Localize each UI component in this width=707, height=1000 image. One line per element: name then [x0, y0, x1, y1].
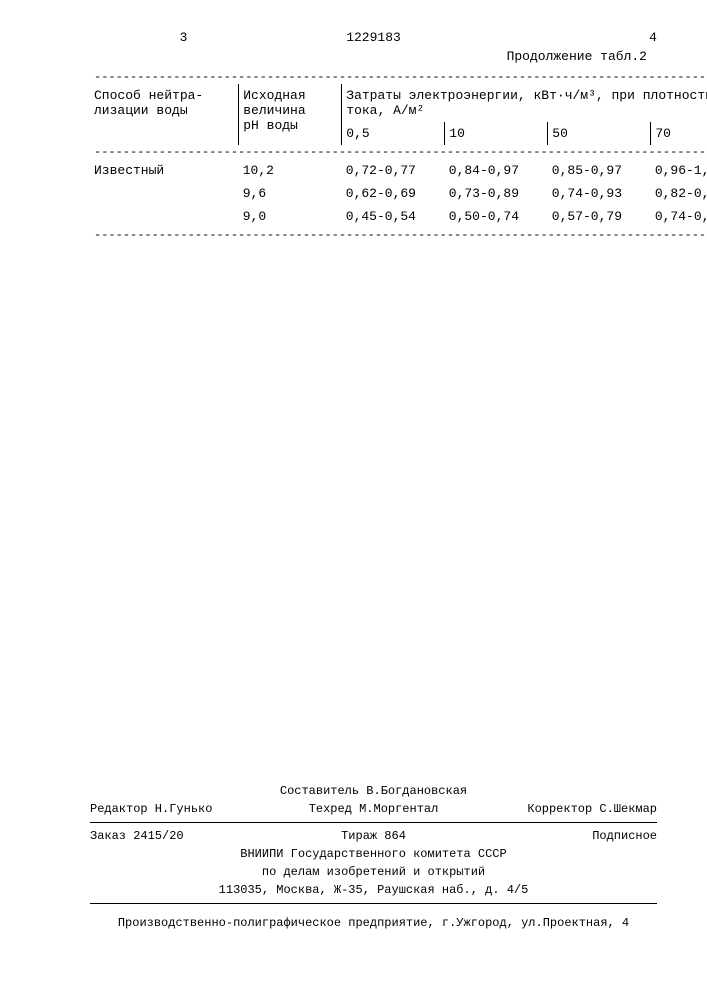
- table-caption: Продолжение табл.2: [90, 49, 657, 64]
- cell-method: [90, 182, 239, 205]
- print-line: Производственно-полиграфическое предприя…: [90, 916, 657, 930]
- document-page: 3 1229183 4 Продолжение табл.2 ---------…: [0, 0, 707, 1000]
- col-ph-header: Исходная величина рН воды: [239, 84, 342, 145]
- corrector-line: Корректор С.Шекмар: [507, 802, 657, 816]
- cell-v3: 0,96-1,04: [651, 159, 707, 182]
- sub-0: 0,5: [342, 122, 445, 145]
- addr-line: 113035, Москва, Ж-35, Раушская наб., д. …: [90, 883, 657, 897]
- cell-v1: 0,84-0,97: [445, 159, 548, 182]
- cell-method: Известный: [90, 159, 239, 182]
- cell-v0: 0,62-0,69: [342, 182, 445, 205]
- order-line: Заказ 2415/20: [90, 829, 240, 843]
- footer-rule2: [90, 903, 657, 904]
- page-header: 3 1229183 4: [90, 30, 657, 45]
- sub-2: 50: [548, 122, 651, 145]
- cell-v2: 0,57-0,79: [548, 205, 651, 228]
- cell-method: [90, 205, 239, 228]
- sub-3: 70: [651, 122, 707, 145]
- org2-line: по делам изобретений и открытий: [90, 865, 657, 879]
- col-method-header: Способ нейтра- лизации воды: [90, 84, 239, 145]
- org1-line: ВНИИПИ Государственного комитета СССР: [90, 847, 657, 861]
- cell-v1: 0,50-0,74: [445, 205, 548, 228]
- cell-v0: 0,45-0,54: [342, 205, 445, 228]
- tech-line: Техред М.Моргентал: [240, 802, 507, 816]
- cell-v3: 0,74-0,78: [651, 205, 707, 228]
- cell-v2: 0,74-0,93: [548, 182, 651, 205]
- editor-line: Редактор Н.Гунько: [90, 802, 240, 816]
- page-num-right: 4: [470, 30, 657, 45]
- cell-v3: 0,82-0,97: [651, 182, 707, 205]
- footer-block: Составитель В.Богдановская Редактор Н.Гу…: [90, 782, 657, 930]
- page-num-left: 3: [90, 30, 277, 45]
- table-row: 9,0 0,45-0,54 0,50-0,74 0,57-0,79 0,74-0…: [90, 205, 707, 228]
- table-header-row: Способ нейтра- лизации воды Исходная вел…: [90, 84, 707, 122]
- doc-number: 1229183: [280, 30, 467, 45]
- cell-ph: 10,2: [239, 159, 342, 182]
- compiler-line: Составитель В.Богдановская: [230, 784, 517, 798]
- sign-line: Подписное: [507, 829, 657, 843]
- cell-ph: 9,0: [239, 205, 342, 228]
- col-energy-header: Затраты электроэнергии, кВт·ч/м³, при пл…: [342, 84, 707, 122]
- tirage-line: Тираж 864: [240, 829, 507, 843]
- cell-ph: 9,6: [239, 182, 342, 205]
- cell-v1: 0,73-0,89: [445, 182, 548, 205]
- data-table: ----------------------------------------…: [90, 70, 707, 242]
- table-row: Известный 10,2 0,72-0,77 0,84-0,97 0,85-…: [90, 159, 707, 182]
- sub-1: 10: [445, 122, 548, 145]
- table-row: 9,6 0,62-0,69 0,73-0,89 0,74-0,93 0,82-0…: [90, 182, 707, 205]
- footer-rule: [90, 822, 657, 823]
- cell-v2: 0,85-0,97: [548, 159, 651, 182]
- cell-v0: 0,72-0,77: [342, 159, 445, 182]
